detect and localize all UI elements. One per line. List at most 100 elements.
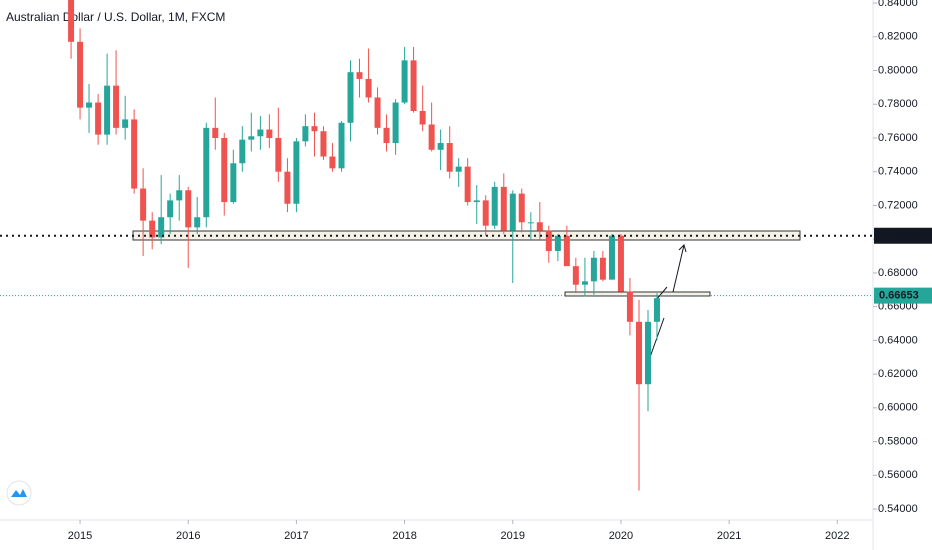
candle-body [563, 235, 570, 267]
y-tick-label: 0.58000 [878, 435, 918, 447]
y-tick-label: 0.60000 [878, 402, 918, 414]
x-tick-label: 2015 [68, 530, 92, 542]
candle-body [608, 235, 615, 280]
candle-body [428, 124, 435, 150]
candle-body [275, 137, 282, 172]
candle-body [212, 127, 219, 138]
candle-body [347, 72, 354, 123]
candle-body [464, 166, 471, 203]
candle-body [104, 85, 111, 135]
candle-body [500, 186, 507, 231]
candle-body [365, 78, 372, 98]
y-tick-label: 0.74000 [878, 166, 918, 178]
candle-body [329, 156, 336, 169]
logo-mark [11, 489, 27, 497]
x-tick-label: 2016 [176, 530, 200, 542]
candle-body [185, 190, 192, 228]
candle-body [572, 266, 579, 285]
arrow-line [672, 244, 685, 293]
x-tick-label: 2020 [609, 530, 633, 542]
candle-body [455, 166, 462, 172]
price-label-box [874, 287, 932, 304]
candle-body [284, 171, 291, 204]
candle-body [653, 298, 660, 322]
candle-body [554, 235, 561, 251]
trend-line [655, 286, 668, 301]
candle-body [392, 102, 399, 144]
candle-body [239, 139, 246, 164]
candle-body [338, 122, 345, 169]
y-tick-label: 0.78000 [878, 98, 918, 110]
candle-body [545, 230, 552, 251]
logo-circle [6, 480, 32, 506]
y-tick-label: 0.68000 [878, 267, 918, 279]
chart-title: Australian Dollar / U.S. Dollar, 1M, FXC… [6, 10, 225, 24]
candle-body [626, 291, 633, 322]
candle-body [617, 235, 624, 292]
candle-body [644, 321, 651, 385]
candle-body [140, 188, 147, 221]
y-tick-label: 0.56000 [878, 469, 918, 481]
candle-body [491, 186, 498, 226]
candle-body [221, 137, 228, 203]
y-tick-label: 0.82000 [878, 31, 918, 43]
candle-body [149, 220, 156, 238]
candle-body [410, 60, 417, 111]
candle-body [374, 97, 381, 128]
candle-body [401, 60, 408, 103]
y-tick-label: 0.84000 [878, 0, 918, 9]
candle-body [446, 143, 453, 172]
candle-body [356, 72, 363, 79]
candle-body [95, 102, 102, 135]
candle-body [311, 126, 318, 132]
y-tick-label: 0.80000 [878, 64, 918, 76]
candle-body [419, 110, 426, 125]
candle-body [230, 163, 237, 203]
candle-body [158, 217, 165, 238]
candle-body [86, 102, 93, 108]
x-tick-label: 2021 [717, 530, 741, 542]
candle-body [176, 190, 183, 201]
candle-body [320, 131, 327, 157]
y-tick-label: 0.76000 [878, 132, 918, 144]
candle-body [482, 200, 489, 226]
candle-body [293, 141, 300, 204]
candle-body [473, 200, 480, 203]
y-tick-label: 0.72000 [878, 199, 918, 211]
logo [6, 480, 32, 506]
candle-body [302, 126, 309, 142]
arrow-head [678, 244, 687, 253]
candle-body [536, 222, 543, 231]
candle-body [248, 136, 255, 140]
candle-body [581, 281, 588, 285]
x-tick-label: 2017 [284, 530, 308, 542]
candle-body [194, 217, 201, 228]
candle-body [122, 119, 129, 128]
candle-body [113, 85, 120, 128]
x-tick-label: 2022 [825, 530, 849, 542]
price-label-box [874, 227, 932, 244]
y-tick-label: 0.64000 [878, 334, 918, 346]
price-label: 0.66653 [879, 290, 919, 302]
zone-rectangle [564, 291, 711, 297]
candle-body [77, 41, 84, 108]
x-tick-label: 2018 [392, 530, 416, 542]
candle-body [437, 143, 444, 150]
candle-body [257, 129, 264, 137]
y-tick-label: 0.54000 [878, 503, 918, 515]
candle-body [167, 200, 174, 218]
candle-body [527, 222, 534, 224]
candle-body [131, 119, 138, 189]
candle-body [599, 257, 606, 280]
candle-body [509, 193, 516, 231]
candle-body [383, 127, 390, 144]
candle-body [266, 129, 273, 138]
price-label: 0.70203 [879, 230, 919, 242]
zone-rectangle [132, 230, 801, 241]
y-tick-label: 0.62000 [878, 368, 918, 380]
candle-body [68, 0, 75, 42]
candle-body [636, 321, 643, 385]
candle-body [590, 257, 597, 282]
